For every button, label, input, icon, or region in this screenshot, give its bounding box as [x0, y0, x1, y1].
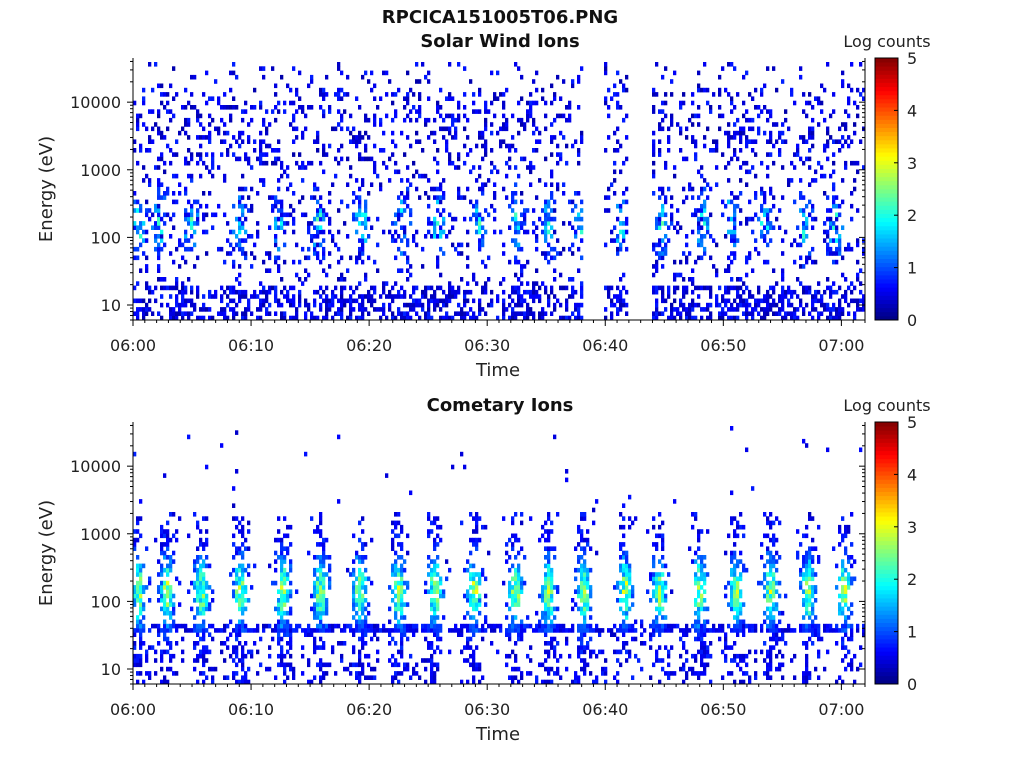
x-tick-label: 06:00	[110, 700, 156, 719]
x-tick-label: 06:00	[110, 336, 156, 355]
x-tick-label: 06:50	[700, 336, 746, 355]
spectrogram-cells	[133, 62, 866, 321]
x-axis-label: Time	[475, 360, 520, 381]
colorbar-tick-label: 5	[907, 49, 917, 68]
x-tick-label: 06:50	[700, 700, 746, 719]
x-tick-label: 07:00	[818, 336, 864, 355]
y-tick-label: 10000	[70, 93, 121, 112]
y-tick-label: 10	[101, 660, 121, 679]
y-tick-label: 100	[90, 228, 121, 247]
y-tick-label: 1000	[80, 161, 121, 180]
colorbar-tick-label: 3	[907, 154, 917, 173]
colorbar-tick-label: 3	[907, 518, 917, 537]
x-tick-label: 06:10	[228, 336, 274, 355]
spectrogram-cells	[133, 426, 866, 685]
figure-title: RPCICA151005T06.PNG	[381, 7, 619, 28]
y-tick-label: 10000	[70, 457, 121, 476]
colorbar-tick-label: 4	[907, 465, 917, 484]
x-tick-label: 06:10	[228, 700, 274, 719]
x-tick-label: 07:00	[818, 700, 864, 719]
x-tick-label: 06:40	[582, 700, 628, 719]
y-tick-label: 10	[101, 296, 121, 315]
colorbar-tick-label: 2	[907, 570, 917, 589]
x-tick-label: 06:20	[346, 336, 392, 355]
x-tick-label: 06:30	[464, 336, 510, 355]
colorbar-label: Log counts	[843, 32, 930, 51]
colorbar-tick-label: 4	[907, 101, 917, 120]
y-axis-label: Energy (eV)	[36, 136, 57, 242]
colorbar-tick-label: 1	[907, 623, 917, 642]
x-tick-label: 06:40	[582, 336, 628, 355]
x-tick-label: 06:30	[464, 700, 510, 719]
y-axis-label: Energy (eV)	[36, 500, 57, 606]
panel-2-title: Cometary Ions	[426, 395, 574, 416]
colorbar-tick-label: 0	[907, 311, 917, 330]
y-tick-label: 1000	[80, 525, 121, 544]
panel-1-title: Solar Wind Ions	[420, 31, 580, 52]
colorbar-tick-label: 0	[907, 675, 917, 694]
x-tick-label: 06:20	[346, 700, 392, 719]
colorbar-label: Log counts	[843, 396, 930, 415]
colorbar-tick-label: 2	[907, 206, 917, 225]
colorbar-tick-label: 5	[907, 413, 917, 432]
y-tick-label: 100	[90, 592, 121, 611]
colorbar-tick-label: 1	[907, 259, 917, 278]
x-axis-label: Time	[475, 724, 520, 745]
